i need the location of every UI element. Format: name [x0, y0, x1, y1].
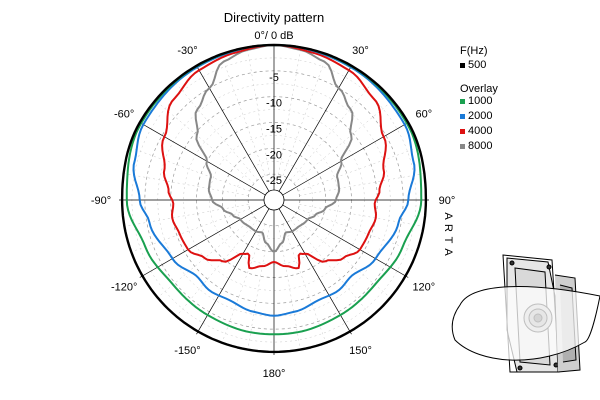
grid-spoke-minor	[293, 100, 393, 184]
angle-tick-label: -150°	[174, 345, 200, 357]
grid-spoke-minor	[290, 219, 374, 319]
grid-spoke-minor	[293, 216, 393, 300]
grid-spoke	[139, 204, 266, 278]
grid-spoke	[278, 65, 352, 192]
vertical-letter: A	[442, 248, 454, 256]
chart-title: Directivity pattern	[224, 10, 324, 25]
grid-spoke	[139, 122, 266, 196]
vertical-letter: A	[442, 212, 454, 220]
legend-entry: 500	[468, 59, 486, 71]
grid-spoke-minor	[174, 219, 258, 319]
legend-swatch	[460, 63, 465, 68]
grid-spoke-minor	[282, 54, 328, 176]
vertical-letter: T	[442, 237, 454, 244]
angle-tick-label: 60°	[416, 109, 433, 121]
series-line-4000	[161, 44, 387, 270]
grid-spoke-minor	[290, 81, 374, 181]
angle-tick-label: 30°	[352, 45, 369, 57]
polar-grid	[119, 45, 429, 355]
legend-main-title: F(Hz)	[460, 45, 488, 57]
grid-spoke-minor	[220, 54, 266, 176]
vertical-letter: R	[442, 224, 454, 232]
angle-tick-label: -60°	[114, 109, 134, 121]
grid-spoke-minor	[128, 208, 250, 254]
legend-swatch	[460, 129, 465, 134]
grid-spoke-minor	[298, 208, 420, 254]
series-line-1000	[125, 44, 423, 336]
speaker-illustration	[451, 254, 600, 373]
grid-spoke-minor	[282, 224, 328, 346]
series-line-2000	[132, 44, 416, 317]
tick-labels: -5 -10 -15 -20 -25 0°/ 0 dB -30° 30° -60° 60° -90°…	[91, 30, 455, 380]
grid-spoke-minor	[155, 100, 255, 184]
radial-tick-label: -10	[266, 98, 282, 110]
radial-tick-label: -20	[266, 149, 282, 161]
series-line-8000	[194, 44, 354, 253]
grid-spoke	[282, 204, 409, 278]
grid-spoke-minor	[121, 172, 249, 196]
angle-tick-label: 90°	[439, 195, 456, 207]
angle-tick-label: 180°	[263, 368, 286, 380]
legend-entry: 8000	[468, 140, 492, 152]
legend: F(Hz) Overlay 500 1000 2000 4000 8000	[460, 45, 498, 152]
grid-spoke-minor	[128, 146, 250, 192]
radial-unit-label: 0°/ 0 dB	[254, 30, 293, 42]
legend-overlay-title: Overlay	[460, 83, 498, 95]
grid-spoke-minor	[220, 224, 266, 346]
legend-entry: 4000	[468, 125, 492, 137]
grid-spoke-minor	[174, 81, 258, 181]
grid-spoke-minor	[278, 47, 302, 175]
grid-spoke	[196, 65, 270, 192]
radial-tick-label: -5	[269, 72, 279, 84]
grid-spoke	[196, 208, 270, 335]
grid-spoke	[278, 208, 352, 335]
grid-spoke-minor	[246, 225, 270, 353]
series-layer	[120, 43, 428, 354]
legend-swatch	[460, 114, 465, 119]
legend-entry: 1000	[468, 95, 492, 107]
series-line-500	[120, 43, 428, 354]
angle-tick-label: 120°	[412, 282, 435, 294]
grid-spoke-minor	[299, 204, 427, 228]
grid-spoke-minor	[246, 47, 270, 175]
grid-spoke-minor	[121, 204, 249, 228]
angle-tick-label: -30°	[177, 45, 197, 57]
baffle-plane	[451, 286, 600, 361]
radial-tick-label: -25	[266, 175, 282, 187]
legend-entry: 2000	[468, 110, 492, 122]
grid-spoke-minor	[155, 216, 255, 300]
grid-spoke	[282, 122, 409, 196]
legend-swatch	[460, 144, 465, 149]
center-circle	[263, 189, 285, 211]
grid-spoke-minor	[298, 146, 420, 192]
legend-swatch	[460, 99, 465, 104]
angle-tick-label: -90°	[91, 195, 111, 207]
angle-tick-label: -120°	[111, 282, 137, 294]
grid-spoke-minor	[299, 172, 427, 196]
radial-tick-label: -15	[266, 124, 282, 136]
grid-spoke-minor	[278, 225, 302, 353]
angle-tick-label: 150°	[349, 345, 372, 357]
